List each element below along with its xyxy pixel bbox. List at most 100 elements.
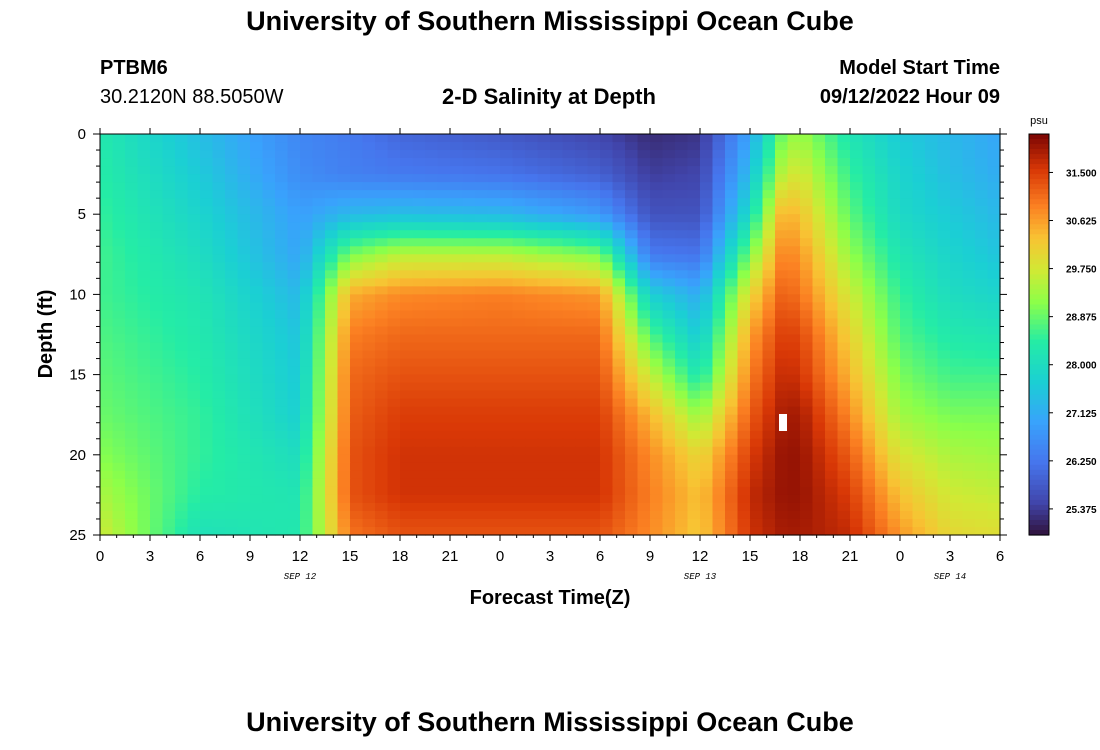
heatmap-cell [562,206,576,215]
heatmap-cell [525,166,539,175]
heatmap-cell [425,366,439,376]
heatmap-cell [487,334,501,344]
colorbar-segment [1029,319,1049,326]
heatmap-cell [612,318,626,328]
heatmap-cell [175,518,189,528]
heatmap-cell [875,526,889,536]
heatmap-cell [887,470,901,480]
x-tick-label: 0 [496,548,504,565]
heatmap-cell [575,526,589,536]
heatmap-cell [850,334,864,344]
heatmap-cell [812,206,826,215]
heatmap-cell [362,486,376,496]
heatmap-cell [625,182,639,191]
heatmap-cell [687,374,701,384]
heatmap-cell [762,454,776,464]
heatmap-cell [675,342,689,352]
heatmap-cell [325,518,339,528]
heatmap-cell [125,478,139,488]
heatmap-cell [625,502,639,512]
heatmap-cell [287,350,301,360]
heatmap-cell [287,190,301,199]
x-tick-label: 12 [292,548,309,565]
heatmap-cell [912,158,926,167]
heatmap-cell [525,222,539,231]
heatmap-cell [212,262,226,271]
heatmap-cell [412,462,426,472]
heatmap-cell [837,302,851,312]
heatmap-cell [662,462,676,472]
heatmap-cell [575,230,589,239]
heatmap-cell [600,262,614,271]
heatmap-cell [387,294,401,304]
heatmap-cell [775,134,789,143]
heatmap-cell [587,150,601,159]
heatmap-cell [700,238,714,247]
heatmap-cell [737,246,751,255]
heatmap-cell [200,342,214,352]
heatmap-cell [287,294,301,304]
heatmap-cell [462,358,476,368]
heatmap-cell [600,238,614,247]
heatmap-cell [537,406,551,416]
heatmap-cell [837,518,851,528]
heatmap-cell [512,318,526,328]
heatmap-cell [337,406,351,416]
heatmap-cell [325,454,339,464]
heatmap-cell [412,206,426,215]
heatmap-cell [912,454,926,464]
heatmap-cell [525,374,539,384]
heatmap-cell [837,414,851,424]
heatmap-cell [562,294,576,304]
heatmap-cell [912,310,926,320]
heatmap-cell [537,254,551,263]
heatmap-cell [687,422,701,432]
heatmap-cell [287,230,301,239]
heatmap-cell [537,302,551,312]
heatmap-cell [237,318,251,328]
heatmap-cell [412,382,426,392]
colorbar: psu31.50030.62529.75028.87528.00027.1252… [1028,115,1097,536]
heatmap-cell [437,526,451,536]
heatmap-cell [512,398,526,408]
heatmap-cell [587,302,601,312]
heatmap-cell [762,518,776,528]
heatmap-cell [275,254,289,263]
heatmap-cell [187,382,201,392]
heatmap-cell [550,262,564,271]
heatmap-cell [387,526,401,536]
heatmap-cell [412,166,426,175]
heatmap-cell [275,422,289,432]
heatmap-cell [787,278,801,287]
heatmap-cell [325,478,339,488]
heatmap-cell [212,206,226,215]
heatmap-cell [400,198,414,207]
heatmap-cell [900,262,914,271]
heatmap-cell [750,342,764,352]
heatmap-cell [700,358,714,368]
heatmap-cell [387,414,401,424]
heatmap-cell [262,462,276,472]
heatmap-cell [762,166,776,175]
heatmap-cell [950,302,964,312]
heatmap-cell [275,478,289,488]
heatmap-cell [625,270,639,279]
heatmap-cell [975,462,989,472]
heatmap-cell [125,422,139,432]
heatmap-cell [937,214,951,223]
heatmap-cell [575,270,589,279]
heatmap-cell [262,310,276,320]
heatmap-cell [512,342,526,352]
heatmap-cell [225,166,239,175]
heatmap-cell [675,462,689,472]
heatmap-cell [112,486,126,496]
heatmap-cell [387,422,401,432]
heatmap-cell [862,254,876,263]
heatmap-cell [100,142,114,151]
heatmap-cell [600,462,614,472]
heatmap-cell [700,174,714,183]
heatmap-cell [375,358,389,368]
heatmap-cell [925,430,939,440]
heatmap-cell [812,486,826,496]
heatmap-cell [637,214,651,223]
